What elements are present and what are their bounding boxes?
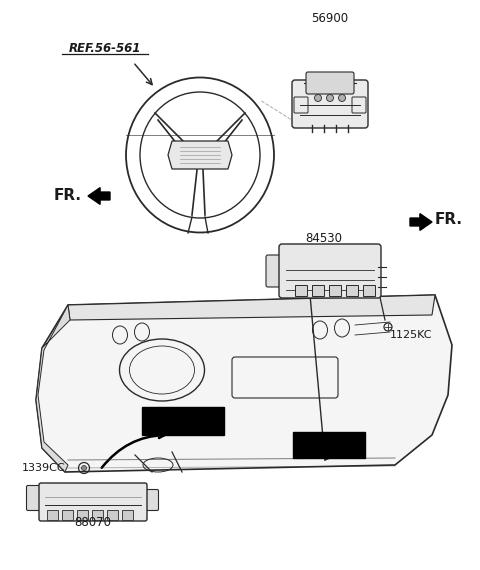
Text: FR.: FR. [435,213,463,227]
FancyBboxPatch shape [266,255,286,287]
FancyBboxPatch shape [362,284,374,295]
FancyBboxPatch shape [39,483,147,521]
FancyBboxPatch shape [292,80,368,128]
Polygon shape [168,141,232,169]
Polygon shape [36,295,452,472]
Polygon shape [410,214,432,230]
Circle shape [82,466,86,470]
Text: 1339CC: 1339CC [22,463,66,473]
FancyBboxPatch shape [279,244,381,298]
Polygon shape [68,295,435,320]
FancyBboxPatch shape [47,510,58,519]
FancyBboxPatch shape [92,510,103,519]
Text: 56900: 56900 [312,11,348,25]
Text: REF.56-561: REF.56-561 [69,42,141,55]
FancyBboxPatch shape [107,510,118,519]
Circle shape [326,95,334,101]
Text: 88070: 88070 [74,516,111,530]
FancyBboxPatch shape [328,284,340,295]
Text: FR.: FR. [54,188,82,202]
FancyBboxPatch shape [121,510,132,519]
Polygon shape [88,188,110,205]
Text: 84530: 84530 [305,231,342,245]
FancyBboxPatch shape [306,72,354,94]
Circle shape [314,95,322,101]
FancyBboxPatch shape [346,284,358,295]
FancyBboxPatch shape [61,510,72,519]
Bar [293,432,365,458]
FancyBboxPatch shape [76,510,87,519]
FancyBboxPatch shape [295,284,307,295]
FancyBboxPatch shape [144,490,158,511]
Text: 1125KC: 1125KC [390,330,432,340]
FancyBboxPatch shape [26,486,44,511]
FancyBboxPatch shape [312,284,324,295]
Polygon shape [36,305,70,472]
Bar [142,407,224,435]
Circle shape [338,95,346,101]
